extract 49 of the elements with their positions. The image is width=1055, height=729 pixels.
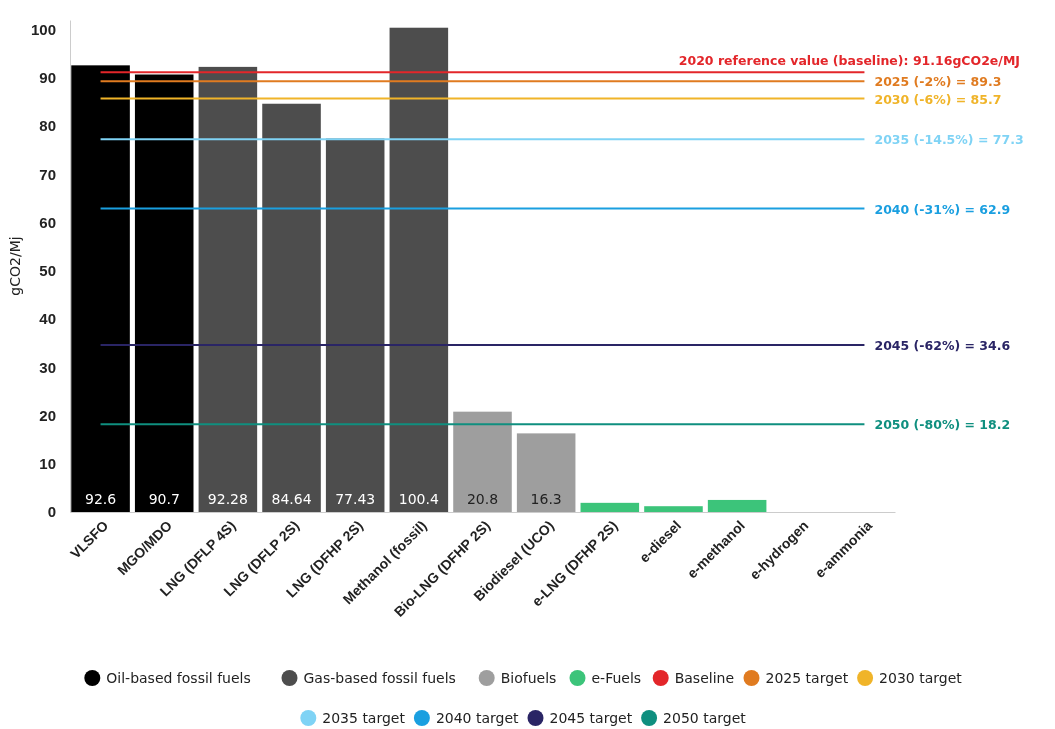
y-tick-label: 70 [39,165,56,183]
legend-label: 2040 target [435,710,520,726]
annotation: 2030 (-6%) = 85.7 [874,91,1002,107]
bar [262,103,321,512]
bar [516,433,576,512]
data-label: 84.64 [271,491,312,507]
data-label: 90.7 [148,491,180,507]
y-tick-label: 90 [39,69,56,87]
legend-label: Gas-based fossil fuels [303,670,456,686]
y-axis-title: gCO2/Mj [7,236,23,296]
y-tick-label: 10 [39,455,56,473]
bar [389,27,449,512]
bar [325,138,385,512]
legend-label: Baseline [674,670,735,686]
y-tick-label: 40 [39,310,56,328]
annotation: 2040 (-31%) = 62.9 [874,201,1011,217]
bar [580,502,640,512]
annotation: 2045 (-62%) = 34.6 [874,338,1011,354]
legend-label: 2025 target [765,670,849,686]
legend-label: 2050 target [663,710,747,726]
y-tick-label: 60 [39,213,56,231]
y-tick-label: 50 [39,262,56,280]
data-label: 16.3 [530,491,562,507]
y-tick-label: 80 [39,117,56,135]
annotation: 2035 (-14.5%) = 77.3 [874,132,1024,148]
bar [707,499,767,512]
data-label: 77.43 [335,491,376,507]
y-tick-label: 100 [30,20,56,38]
bar [198,66,258,512]
data-label: 20.8 [466,491,499,507]
bar [134,74,194,512]
legend-label: Biofuels [500,670,557,686]
data-label: 100.4 [398,491,439,507]
y-tick-label: 0 [47,503,56,521]
data-label: 92.6 [84,491,117,507]
legend-label: e-Fuels [591,670,642,686]
annotation: 2020 reference value (baseline): 91.16gCO2e/MJ [678,53,1020,69]
bar [71,65,130,512]
y-tick-label: 30 [39,358,56,376]
annotation: 2050 (-80%) = 18.2 [874,417,1011,433]
legend-label: 2035 target [322,710,406,726]
legend-label: 2030 target [879,670,963,686]
annotation: 2025 (-2%) = 89.3 [874,74,1002,90]
legend-label: 2045 target [549,710,633,726]
bar [644,506,703,512]
y-tick-label: 20 [39,406,56,424]
bar [453,411,512,512]
legend-label: Oil-based fossil fuels [106,670,251,686]
data-label: 92.28 [207,491,248,507]
